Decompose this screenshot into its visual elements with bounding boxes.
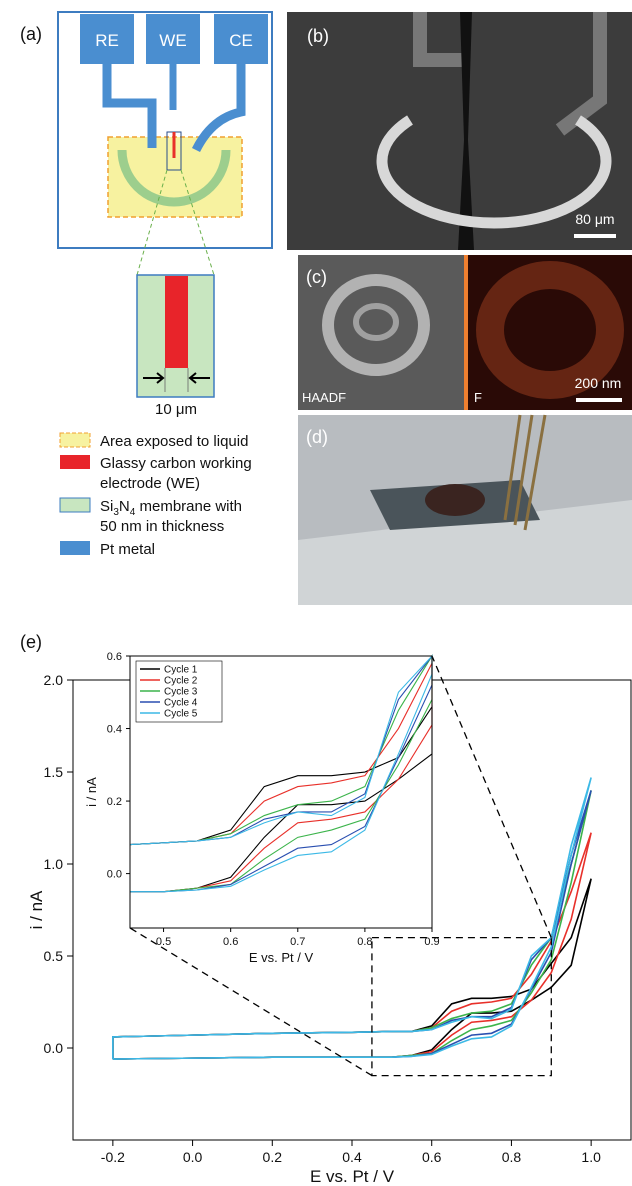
x-tick-label: 0.8 <box>502 1149 522 1165</box>
micrograph-c: (c) HAADF F 200 nm <box>298 255 632 410</box>
figure-page: (a) (e) 10 μm RE WE CE Area exposed to l… <box>0 0 632 1186</box>
legend-label: Cycle 2 <box>164 676 198 687</box>
photo-d: (d) <box>298 415 632 605</box>
y-tick-label: 2.0 <box>44 672 64 688</box>
y-tick-label: 0.2 <box>107 796 122 808</box>
y-tick-label: 0.4 <box>107 723 122 735</box>
panel-label: (e) <box>20 632 42 652</box>
scale-bar <box>574 234 616 238</box>
legend-text: Area exposed to liquid <box>100 433 248 450</box>
y-tick-label: 0.0 <box>44 1040 64 1056</box>
panel-label: (c) <box>306 267 327 287</box>
panel-label: (a) <box>20 24 42 44</box>
x-axis-label: E vs. Pt / V <box>310 1167 395 1186</box>
we-zoom <box>165 276 188 368</box>
electrode-label: WE <box>159 31 186 50</box>
x-tick-label: 0.4 <box>342 1149 362 1165</box>
x-tick-label: 0.0 <box>183 1149 203 1165</box>
y-axis-label: i / nA <box>27 890 46 929</box>
legend-text: membrane with <box>135 498 242 515</box>
divider <box>464 255 468 410</box>
page: Figure {"figure": { "panel_labels": ["(a… <box>0 0 632 1186</box>
gap-label: 10 μm <box>155 401 197 418</box>
x-tick-label: 1.0 <box>581 1149 601 1165</box>
scale-bar <box>576 398 622 402</box>
y-axis-label: i / nA <box>84 777 99 807</box>
y-tick-label: 0.6 <box>107 651 122 663</box>
droplet-image <box>425 484 485 516</box>
legend-label: Cycle 3 <box>164 687 198 698</box>
scale-label: 200 nm <box>575 375 622 391</box>
electrode-label: CE <box>229 31 253 50</box>
legend-swatch <box>60 541 90 555</box>
x-tick-label: 0.7 <box>290 936 305 948</box>
figure: (a) (e) 10 μm RE WE CE Area exposed to l… <box>0 0 632 1186</box>
legend-text: Glassy carbon working <box>100 455 252 472</box>
x-tick-label: 0.6 <box>223 936 238 948</box>
legend-text: Si3N4 membrane with <box>100 498 242 518</box>
y-tick-label: 0.0 <box>107 868 122 880</box>
legend-text: 50 nm in thickness <box>100 518 224 535</box>
legend-label: Cycle 1 <box>164 665 198 676</box>
y-tick-label: 1.5 <box>44 764 64 780</box>
schematic: 10 μm RE WE CE <box>58 12 272 418</box>
electrode-label: RE <box>95 31 119 50</box>
legend-text: electrode (WE) <box>100 475 200 492</box>
x-tick-label: -0.2 <box>101 1149 125 1165</box>
legend-swatch <box>60 433 90 447</box>
y-tick-label: 1.0 <box>44 856 64 872</box>
channel-label: F <box>474 390 482 405</box>
formula: N <box>119 498 130 515</box>
x-tick-label: 0.5 <box>156 936 171 948</box>
y-tick-label: 0.5 <box>44 948 64 964</box>
legend-swatch <box>60 498 90 512</box>
micrograph-b: (b) 80 μm <box>287 12 632 250</box>
schematic-legend: Area exposed to liquid Glassy carbon wor… <box>60 433 252 558</box>
channel-label: HAADF <box>302 390 346 405</box>
legend-label: Cycle 4 <box>164 698 198 709</box>
legend-swatch <box>60 455 90 469</box>
panel-label: (d) <box>306 427 328 447</box>
cv-inset: 0.5 0.6 0.7 0.8 0.9 0.0 0.2 0.4 0.6 E vs. Pt / V i… <box>84 651 440 965</box>
x-tick-label: 0.8 <box>357 936 372 948</box>
x-tick-label: 0.2 <box>263 1149 283 1165</box>
x-tick-label: 0.9 <box>424 936 439 948</box>
formula: Si <box>100 498 113 515</box>
x-tick-label: 0.6 <box>422 1149 442 1165</box>
scale-label: 80 μm <box>575 211 614 227</box>
panel-label: (b) <box>307 26 329 46</box>
legend-text: Pt metal <box>100 541 155 558</box>
x-axis-label: E vs. Pt / V <box>249 950 314 965</box>
legend-label: Cycle 5 <box>164 709 198 720</box>
